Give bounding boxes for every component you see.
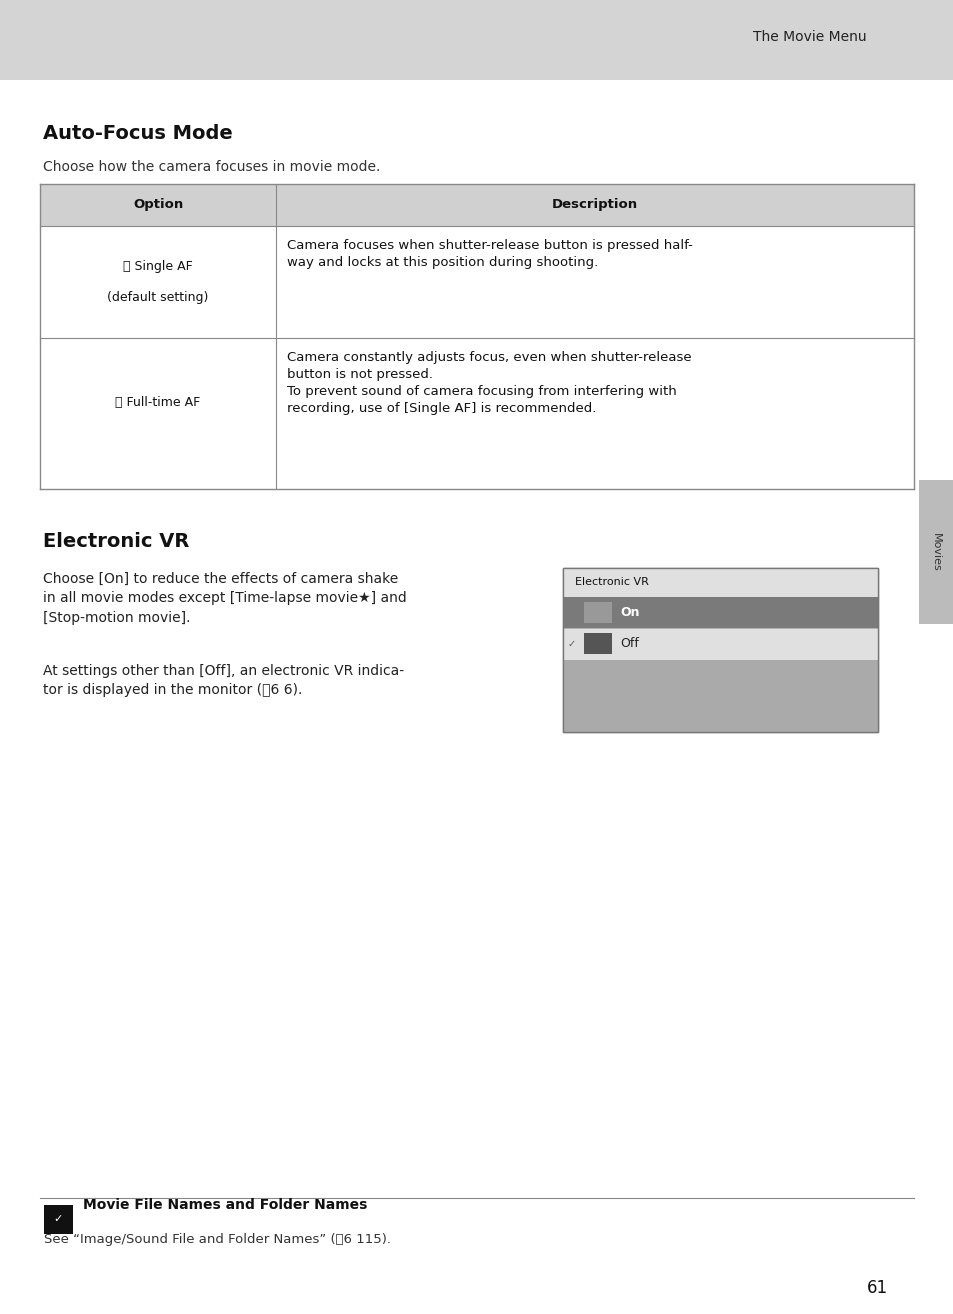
- Text: The Movie Menu: The Movie Menu: [752, 30, 865, 43]
- Text: (default setting): (default setting): [108, 292, 209, 304]
- Text: On: On: [619, 606, 639, 619]
- Text: ⫶ Single AF: ⫶ Single AF: [123, 260, 193, 272]
- Bar: [44, 1205, 72, 1234]
- Bar: [0, 0, 953, 80]
- Text: ✓: ✓: [53, 1214, 63, 1225]
- Text: Movies: Movies: [930, 532, 941, 572]
- Text: Movie File Names and Folder Names: Movie File Names and Folder Names: [83, 1198, 367, 1212]
- Bar: [40, 226, 913, 338]
- Bar: [562, 628, 877, 660]
- Bar: [40, 338, 913, 489]
- Text: Auto-Focus Mode: Auto-Focus Mode: [43, 124, 233, 142]
- Text: ⫶ Full-time AF: ⫶ Full-time AF: [115, 397, 200, 409]
- Text: Choose how the camera focuses in movie mode.: Choose how the camera focuses in movie m…: [43, 160, 380, 175]
- Text: ✓: ✓: [567, 639, 576, 649]
- Text: 61: 61: [866, 1279, 887, 1297]
- Bar: [583, 602, 612, 623]
- Text: Electronic VR: Electronic VR: [43, 532, 189, 551]
- Bar: [562, 568, 877, 597]
- Bar: [918, 480, 953, 624]
- Text: Choose [On] to reduce the effects of camera shake
in all movie modes except [Tim: Choose [On] to reduce the effects of cam…: [43, 572, 406, 624]
- Text: At settings other than [Off], an electronic VR indica-
tor is displayed in the m: At settings other than [Off], an electro…: [43, 664, 404, 696]
- Bar: [40, 184, 913, 226]
- Bar: [562, 568, 877, 732]
- Bar: [562, 660, 877, 732]
- Text: Option: Option: [132, 198, 183, 212]
- Text: Off: Off: [619, 637, 639, 650]
- Bar: [583, 633, 612, 654]
- Bar: [562, 568, 877, 732]
- Text: Camera focuses when shutter-release button is pressed half-
way and locks at thi: Camera focuses when shutter-release butt…: [287, 239, 693, 269]
- Text: Camera constantly adjusts focus, even when shutter-release
button is not pressed: Camera constantly adjusts focus, even wh…: [287, 351, 691, 415]
- Text: See “Image/Sound File and Folder Names” (6 115).: See “Image/Sound File and Folder Names” …: [44, 1233, 391, 1246]
- Bar: [562, 597, 877, 628]
- Text: Description: Description: [552, 198, 638, 212]
- Text: Electronic VR: Electronic VR: [575, 577, 648, 587]
